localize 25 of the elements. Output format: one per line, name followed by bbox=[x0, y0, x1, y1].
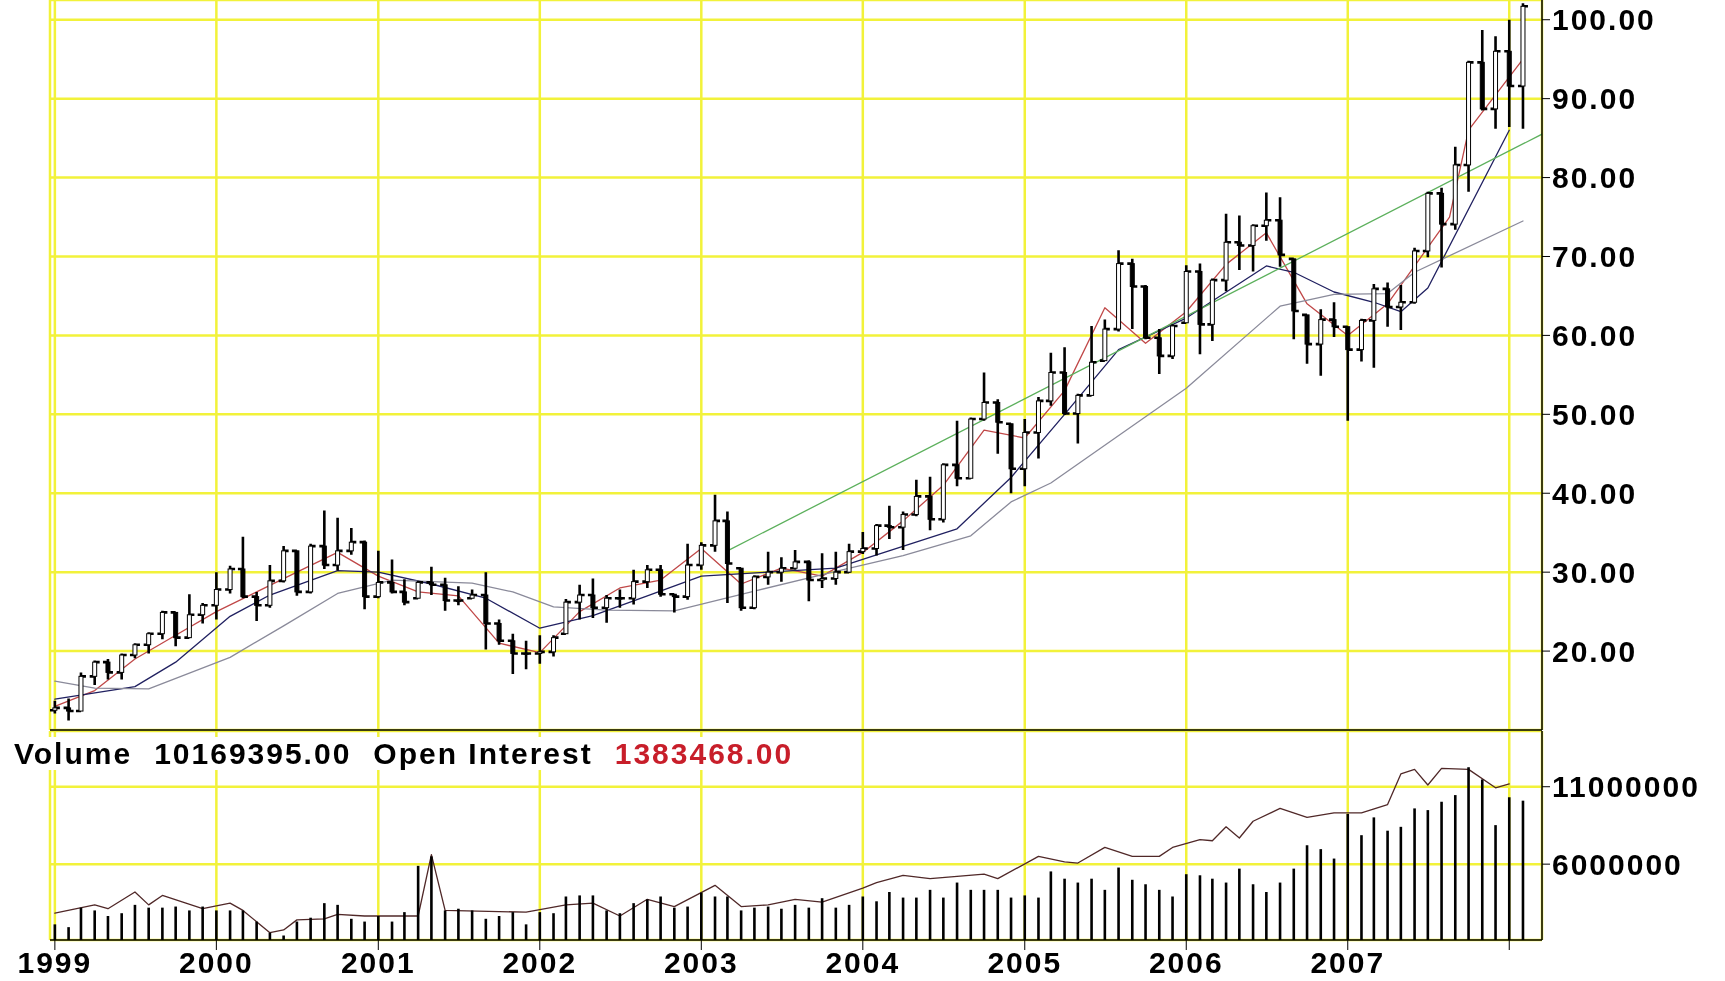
y-tick-label: 60.00 bbox=[1552, 319, 1638, 353]
x-tick-label: 2005 bbox=[987, 946, 1063, 980]
line-series bbox=[54, 220, 1524, 690]
annotation: 10169395.00 bbox=[154, 737, 352, 770]
y-tick-label: 40.00 bbox=[1552, 476, 1638, 510]
x-tick-label: 2006 bbox=[1148, 946, 1224, 980]
y-tick-label: 6000000 bbox=[1552, 847, 1683, 881]
y-tick-label: 70.00 bbox=[1552, 240, 1638, 274]
x-tick-label: 2001 bbox=[340, 946, 416, 980]
y-tick-label: 80.00 bbox=[1552, 161, 1638, 195]
y-tick-label: 30.00 bbox=[1552, 555, 1638, 589]
annotation: Volume bbox=[14, 737, 133, 770]
x-tick-label: 2000 bbox=[178, 946, 254, 980]
y-tick-label: 90.00 bbox=[1552, 82, 1638, 116]
y-tick-label: 50.00 bbox=[1552, 397, 1638, 431]
annotation: Open Interest bbox=[373, 737, 593, 770]
y-tick-label: 20.00 bbox=[1552, 634, 1638, 668]
y-tick-label: 100.00 bbox=[1552, 3, 1656, 37]
x-tick-label: 1999 bbox=[17, 946, 93, 980]
annotation: 1383468.00 bbox=[614, 737, 794, 770]
x-tick-label: 2003 bbox=[663, 946, 739, 980]
x-tick-label: 2007 bbox=[1310, 946, 1386, 980]
x-tick-label: 2002 bbox=[502, 946, 578, 980]
y-tick-label: 11000000 bbox=[1552, 770, 1700, 804]
x-tick-label: 2004 bbox=[825, 946, 901, 980]
